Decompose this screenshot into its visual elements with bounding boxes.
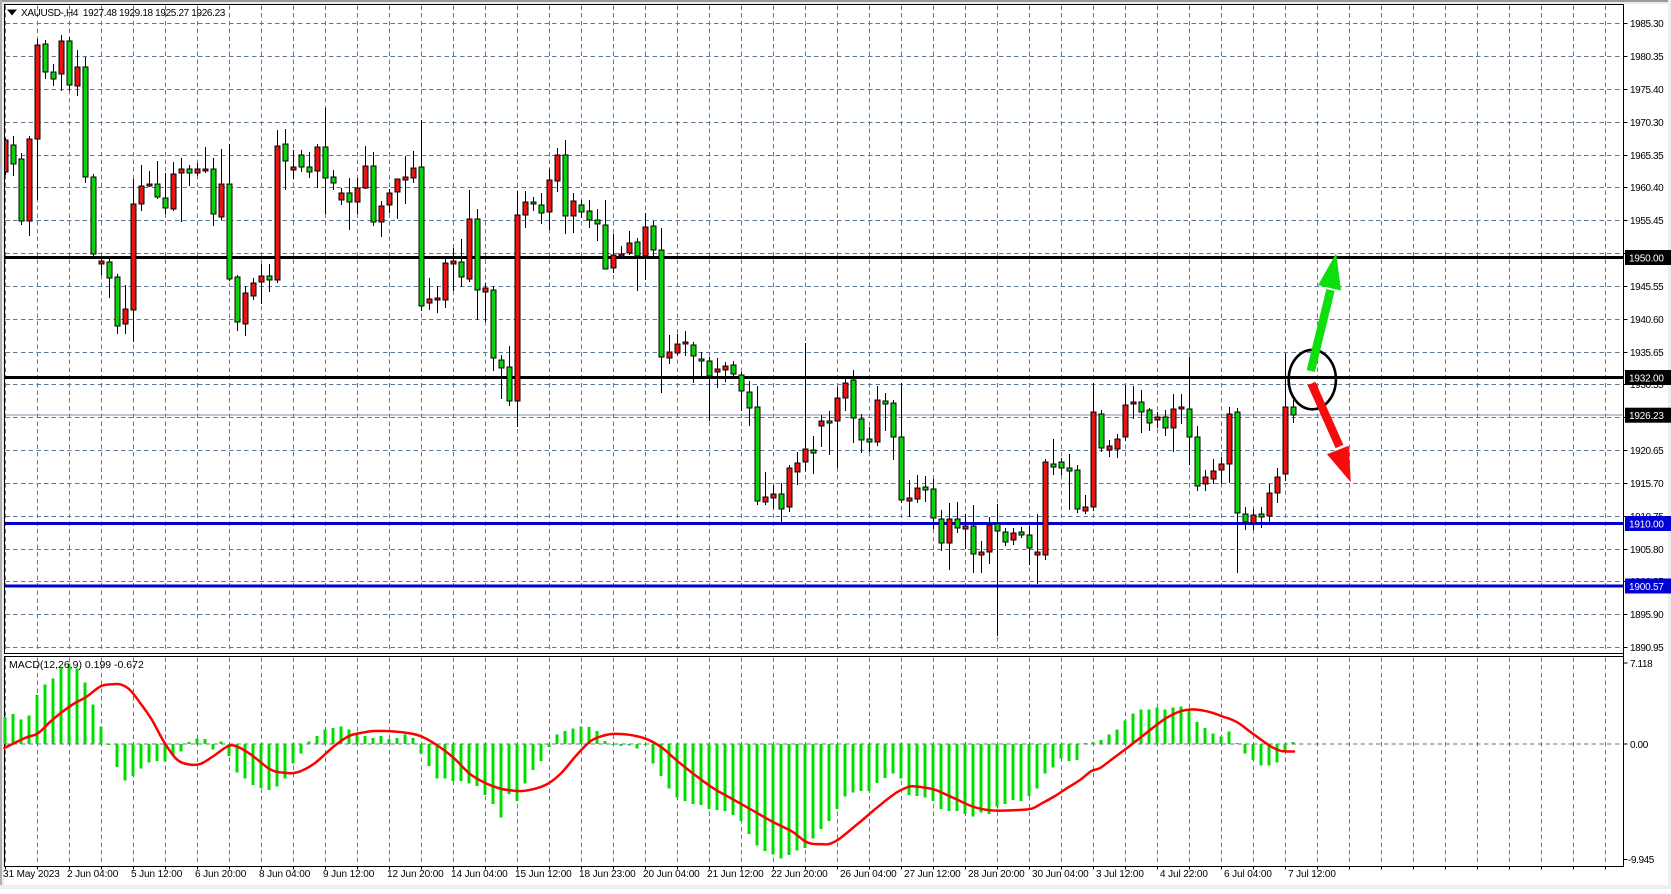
svg-text:1980.35: 1980.35 [1630,52,1664,63]
svg-text:30 Jun 04:00: 30 Jun 04:00 [1032,869,1089,880]
svg-text:1935.65: 1935.65 [1630,348,1664,359]
svg-text:1985.30: 1985.30 [1630,19,1664,30]
svg-text:9 Jun 12:00: 9 Jun 12:00 [323,869,375,880]
svg-text:1965.35: 1965.35 [1630,151,1664,162]
svg-text:1940.60: 1940.60 [1630,315,1664,326]
svg-text:1932.00: 1932.00 [1629,374,1664,385]
svg-text:6 Jun 20:00: 6 Jun 20:00 [195,869,247,880]
svg-text:1905.80: 1905.80 [1630,545,1664,556]
svg-text:26 Jun 04:00: 26 Jun 04:00 [840,869,897,880]
svg-text:5 Jun 12:00: 5 Jun 12:00 [131,869,183,880]
svg-text:28 Jun 20:00: 28 Jun 20:00 [968,869,1025,880]
svg-text:21 Jun 12:00: 21 Jun 12:00 [707,869,764,880]
svg-text:1895.90: 1895.90 [1630,610,1664,621]
svg-text:1970.30: 1970.30 [1630,118,1664,129]
svg-text:4 Jul 22:00: 4 Jul 22:00 [1160,869,1208,880]
svg-text:14 Jun 04:00: 14 Jun 04:00 [451,869,508,880]
svg-text:1930.55: 1930.55 [1630,380,1664,391]
svg-text:18 Jun 23:00: 18 Jun 23:00 [579,869,636,880]
svg-text:1950.00: 1950.00 [1629,254,1664,265]
svg-text:1926.23: 1926.23 [1629,411,1664,422]
svg-text:2 Jun 04:00: 2 Jun 04:00 [67,869,119,880]
svg-text:3 Jul 12:00: 3 Jul 12:00 [1096,869,1144,880]
svg-text:20 Jun 04:00: 20 Jun 04:00 [643,869,700,880]
svg-text:7.118: 7.118 [1630,659,1653,670]
svg-text:12 Jun 20:00: 12 Jun 20:00 [387,869,444,880]
svg-text:1960.40: 1960.40 [1630,183,1664,194]
svg-text:MACD(12,26,9) 0.199 -0.672: MACD(12,26,9) 0.199 -0.672 [9,659,144,671]
svg-text:-9.945: -9.945 [1628,855,1655,866]
svg-text:1955.45: 1955.45 [1630,216,1664,227]
svg-text:15 Jun 12:00: 15 Jun 12:00 [515,869,572,880]
svg-text:1910.00: 1910.00 [1629,520,1664,531]
svg-text:31 May 2023: 31 May 2023 [3,869,60,880]
svg-text:7 Jul 12:00: 7 Jul 12:00 [1288,869,1336,880]
svg-text:0.00: 0.00 [1630,740,1649,751]
svg-text:8 Jun 04:00: 8 Jun 04:00 [259,869,311,880]
svg-text:1900.57: 1900.57 [1629,582,1664,593]
svg-text:1975.40: 1975.40 [1630,85,1664,96]
svg-text:1945.55: 1945.55 [1630,282,1664,293]
svg-text:6 Jul 04:00: 6 Jul 04:00 [1224,869,1272,880]
svg-text:1890.95: 1890.95 [1630,643,1664,654]
svg-text:1915.70: 1915.70 [1630,479,1664,490]
svg-text:XAUUSD-,H4 1927.48 1929.18 19: XAUUSD-,H4 1927.48 1929.18 1925.27 1926.… [21,8,226,19]
svg-text:27 Jun 12:00: 27 Jun 12:00 [904,869,961,880]
svg-text:1920.65: 1920.65 [1630,446,1664,457]
svg-text:22 Jun 20:00: 22 Jun 20:00 [771,869,828,880]
